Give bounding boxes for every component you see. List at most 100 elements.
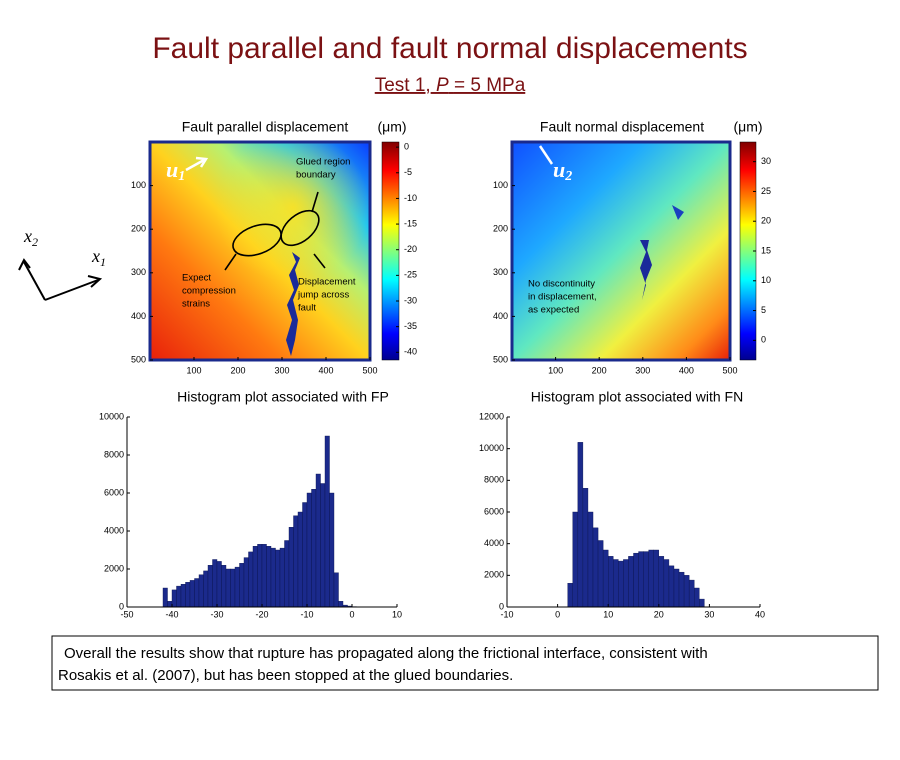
colorbar-tick-label: -25 xyxy=(404,270,417,280)
chart-title: Histogram plot associated with FN xyxy=(531,389,743,405)
y-tick-label: 200 xyxy=(493,224,508,234)
colorbar-tick-label: 5 xyxy=(761,305,766,315)
y-tick-label: 2000 xyxy=(484,570,504,580)
bar xyxy=(593,528,598,607)
y-tick-label: 100 xyxy=(131,180,146,190)
bar xyxy=(163,588,168,607)
colorbar-tick-label: 25 xyxy=(761,186,771,196)
y-tick-label: 8000 xyxy=(484,475,504,485)
bar xyxy=(684,575,689,607)
bar xyxy=(235,567,240,607)
annotation: No discontinuity xyxy=(528,279,595,290)
subtitle-lead: Test 1, xyxy=(375,75,431,96)
x-tick-label: 300 xyxy=(635,365,650,375)
bar xyxy=(204,571,209,607)
bar xyxy=(659,556,664,607)
y-tick-label: 300 xyxy=(131,267,146,277)
bar xyxy=(689,580,694,607)
y-tick-label: 300 xyxy=(493,267,508,277)
x-tick-label: 500 xyxy=(362,365,377,375)
symbol-subscript: 2 xyxy=(564,169,572,184)
colorbar-tick-label: -30 xyxy=(404,295,417,305)
x-tick-label: 20 xyxy=(654,609,664,619)
bar xyxy=(280,548,285,607)
x-tick-label: 200 xyxy=(592,365,607,375)
y-tick-label: 10000 xyxy=(479,443,504,453)
bar xyxy=(285,541,290,608)
bar xyxy=(172,590,177,607)
bar xyxy=(649,550,654,607)
x-tick-label: 40 xyxy=(755,609,765,619)
bar xyxy=(222,565,227,607)
slide-subtitle: Test 1, P = 5 MPa xyxy=(375,75,526,96)
y-tick-label: 2000 xyxy=(104,563,124,573)
y-tick-label: 400 xyxy=(493,311,508,321)
note-line: Rosakis et al. (2007), but has been stop… xyxy=(58,667,513,684)
bar xyxy=(578,442,583,607)
axis-subscript: 2 xyxy=(32,235,38,249)
bar xyxy=(181,584,186,607)
bar xyxy=(177,586,182,607)
bar xyxy=(618,561,623,607)
symbol-letter: u xyxy=(553,157,565,182)
annotation: in displacement, xyxy=(528,292,597,303)
x-tick-label: 100 xyxy=(548,365,563,375)
x-tick-label: 100 xyxy=(186,365,201,375)
y-tick-label: 4000 xyxy=(484,538,504,548)
annotation: Displacement xyxy=(298,277,356,288)
bar xyxy=(664,560,669,608)
bar xyxy=(669,566,674,607)
annotation: Expect xyxy=(182,273,211,284)
y-tick-label: 12000 xyxy=(479,411,504,421)
bar xyxy=(623,560,628,608)
axis-subscript: 1 xyxy=(100,255,106,269)
bar xyxy=(588,512,593,607)
y-tick-label: 500 xyxy=(493,354,508,364)
bar xyxy=(303,503,308,608)
bar xyxy=(240,563,245,607)
x-tick-label: -30 xyxy=(210,609,223,619)
bar xyxy=(613,560,618,608)
subtitle-variable: P xyxy=(436,75,449,96)
x-tick-label: -40 xyxy=(165,609,178,619)
bar xyxy=(694,588,699,607)
colorbar-tick-label: 0 xyxy=(404,142,409,152)
map-title: Fault normal displacement xyxy=(540,119,704,135)
bar xyxy=(679,572,684,607)
bar xyxy=(325,436,330,607)
y-tick-label: 8000 xyxy=(104,449,124,459)
colorbar-tick-label: -35 xyxy=(404,321,417,331)
bar xyxy=(334,573,339,607)
annotation: Glued region xyxy=(296,157,350,168)
bar xyxy=(316,474,321,607)
axis-x1: x1 xyxy=(91,246,106,269)
y-tick-label: 500 xyxy=(131,354,146,364)
axis-symbol: x xyxy=(23,226,32,246)
bar xyxy=(244,558,249,607)
coordinate-axes xyxy=(19,260,100,300)
x-tick-label: 0 xyxy=(555,609,560,619)
colorbar-tick-label: -20 xyxy=(404,244,417,254)
y-tick-label: 400 xyxy=(131,311,146,321)
bar xyxy=(258,544,263,607)
annotation: jump across xyxy=(297,290,349,301)
colorbar-tick-label: 30 xyxy=(761,156,771,166)
bar xyxy=(208,565,213,607)
colorbar-tick-label: -10 xyxy=(404,193,417,203)
x-tick-label: 400 xyxy=(318,365,333,375)
bar xyxy=(603,550,608,607)
bar xyxy=(195,579,200,608)
colorbar-tick-label: 20 xyxy=(761,216,771,226)
fn-field xyxy=(512,142,730,360)
y-tick-label: 0 xyxy=(499,601,504,611)
y-tick-label: 100 xyxy=(493,180,508,190)
bar xyxy=(654,550,659,607)
bar xyxy=(639,552,644,607)
annotation: strains xyxy=(182,299,210,310)
bar xyxy=(190,580,195,607)
bar xyxy=(583,488,588,607)
slide-title: Fault parallel and fault normal displace… xyxy=(152,32,747,65)
bar xyxy=(312,489,317,607)
bar xyxy=(321,484,326,608)
